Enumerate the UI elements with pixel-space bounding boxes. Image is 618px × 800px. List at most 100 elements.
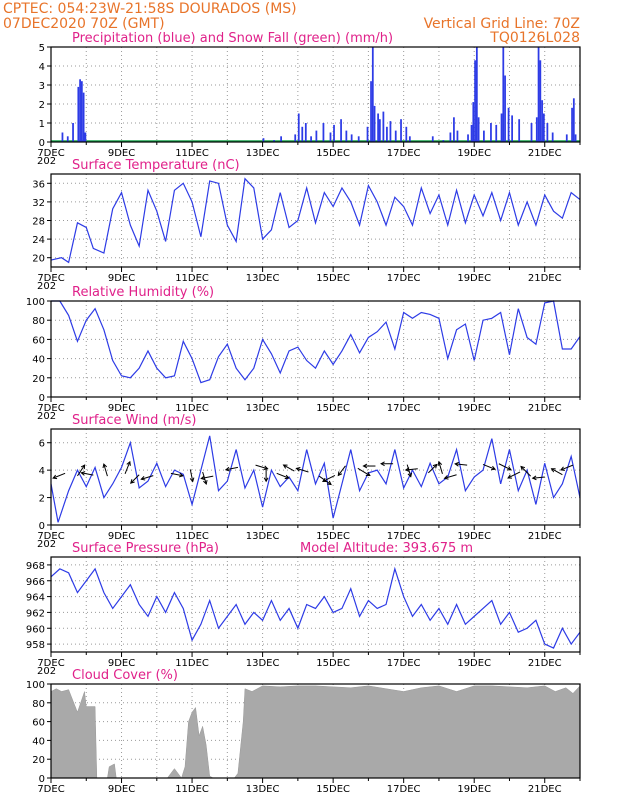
x-tick-label: 17DEC <box>387 148 421 159</box>
y-tick-label: 100 <box>26 297 45 308</box>
wind-arrow-head <box>490 465 496 471</box>
wind-arrow-head <box>295 467 301 472</box>
x-tick-label: 11DEC <box>175 148 209 159</box>
y-tick-label: 968 <box>26 561 45 572</box>
panel-title: Cloud Cover (%) <box>72 668 178 683</box>
precip-bar <box>408 136 411 142</box>
panel-title: Relative Humidity (%) <box>72 285 214 300</box>
y-tick-label: 2 <box>39 494 45 505</box>
x-tick-label: 9DEC <box>108 273 135 284</box>
y-tick-label: 28 <box>32 217 45 228</box>
x-tick-label: 19DEC <box>457 531 491 542</box>
y-tick-label: 20 <box>32 755 45 766</box>
x-tick-label: 9DEC <box>108 531 135 542</box>
y-tick-label: 40 <box>32 355 45 366</box>
x-tick-label: 17DEC <box>387 658 421 669</box>
y-tick-label: 32 <box>32 198 45 209</box>
wind-arrow-head <box>337 471 343 477</box>
precip-bar <box>537 47 540 142</box>
wind-arrow <box>255 464 268 470</box>
precip-bar <box>262 138 265 142</box>
panel-frame <box>50 46 581 143</box>
wind-arrow-head <box>203 479 208 485</box>
temperature-series-line <box>50 177 581 264</box>
y-tick-label: 964 <box>26 593 45 604</box>
precip-bar <box>301 126 304 142</box>
x-tick-label: 9DEC <box>108 403 135 414</box>
y-tick-label: 0 <box>39 774 45 785</box>
wind-arrow <box>283 464 295 472</box>
x-tick-label: 19DEC <box>457 784 491 795</box>
precip-bar <box>377 113 379 142</box>
precip-bar <box>483 130 485 142</box>
precip-bar <box>475 47 478 142</box>
y-tick-label: 40 <box>32 736 45 747</box>
precip-bar <box>366 126 369 142</box>
panel-cloud-cover: 0 20 40 60 80 100 7DEC 9DEC 11DEC 13DEC 15DEC 17DEC… <box>26 668 581 795</box>
precip-bar <box>431 136 434 142</box>
precip-bar <box>329 132 332 142</box>
wind-arrow-head <box>520 465 526 471</box>
x-tick-label: 7DEC <box>37 148 64 159</box>
wind-arrow-head <box>130 479 135 484</box>
precip-bar <box>518 119 521 142</box>
precip-bar <box>574 134 577 142</box>
precip-bar <box>456 130 459 142</box>
y-tick-label: 5 <box>39 43 45 54</box>
x-tick-label: 15DEC <box>316 531 350 542</box>
x-tick-label: 7DEC <box>37 273 64 284</box>
x-tick-label: 7DEC <box>37 531 64 542</box>
precip-bar <box>405 126 408 142</box>
x-year-label: 202 <box>37 411 56 422</box>
wind-arrow <box>357 467 371 476</box>
wind-arrow-head <box>224 466 230 472</box>
precip-bar <box>490 123 492 142</box>
y-tick-label: 6 <box>39 439 45 450</box>
wind-arrow-head <box>263 465 269 471</box>
wind-arrow <box>337 465 346 476</box>
precip-bar <box>546 123 549 142</box>
y-tick-label: 80 <box>32 316 45 327</box>
precip-bar <box>449 132 452 142</box>
precip-bar <box>304 123 307 142</box>
wind-arrow-head <box>52 474 58 480</box>
wind-arrow <box>141 475 154 480</box>
y-tick-label: 60 <box>32 335 45 346</box>
x-year-label: 202 <box>37 666 56 677</box>
precip-bar <box>386 126 388 142</box>
panel-title: Precipitation (blue) and Snow Fall (gree… <box>72 31 393 46</box>
wind-arrow <box>103 463 108 477</box>
wind-arrow <box>507 471 521 479</box>
y-tick-label: 4 <box>39 466 45 477</box>
x-tick-label: 21DEC <box>528 531 562 542</box>
x-year-label: 202 <box>37 281 56 292</box>
y-tick-label: 20 <box>32 374 45 385</box>
wind-arrow <box>551 468 563 476</box>
x-tick-label: 13DEC <box>246 403 280 414</box>
panel-annotation: Model Altitude: 393.675 m <box>300 541 473 556</box>
x-tick-label: 13DEC <box>246 658 280 669</box>
wind-arrow <box>52 472 66 479</box>
y-tick-label: 24 <box>32 235 45 246</box>
wind-arrow-head <box>282 464 288 469</box>
wind-arrow-head <box>80 471 86 476</box>
header-grid-line: Vertical Grid Line: 70Z <box>424 16 580 32</box>
header-model: TQ0126L028 <box>489 30 580 46</box>
precip-bar <box>467 134 469 142</box>
precip-bar <box>571 107 573 142</box>
y-tick-label: 0 <box>39 138 45 149</box>
x-tick-label: 9DEC <box>108 658 135 669</box>
precip-bar <box>315 130 318 142</box>
wind-arrow-head <box>189 477 195 483</box>
cloud-cover-area <box>50 685 581 779</box>
x-year-label: 202 <box>37 539 56 550</box>
panel-title: Surface Temperature (nC) <box>72 158 240 173</box>
precip-bar <box>400 119 402 142</box>
x-tick-label: 13DEC <box>246 784 280 795</box>
precip-bar <box>530 123 533 142</box>
x-tick-label: 7DEC <box>37 403 64 414</box>
wind-arrow <box>406 464 412 477</box>
precip-bar <box>345 130 348 142</box>
precip-bar <box>539 60 542 142</box>
